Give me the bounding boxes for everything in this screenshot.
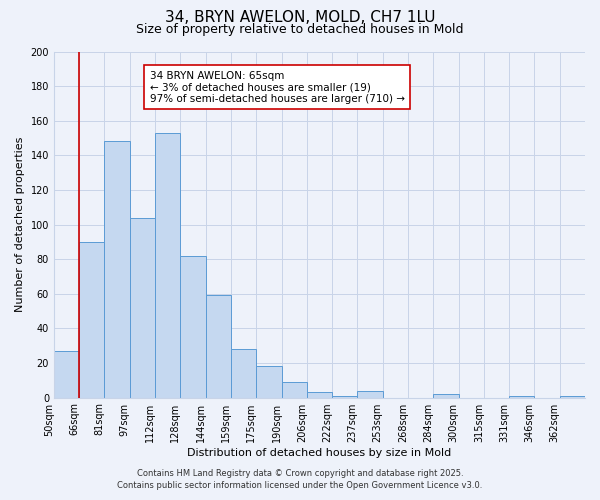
Bar	[307, 392, 332, 398]
Bar	[509, 396, 535, 398]
Bar	[256, 366, 281, 398]
Text: 34, BRYN AWELON, MOLD, CH7 1LU: 34, BRYN AWELON, MOLD, CH7 1LU	[165, 10, 435, 25]
Bar	[206, 296, 231, 398]
Text: Contains HM Land Registry data © Crown copyright and database right 2025.
Contai: Contains HM Land Registry data © Crown c…	[118, 468, 482, 490]
Bar	[54, 351, 79, 398]
Bar	[155, 133, 181, 398]
Y-axis label: Number of detached properties: Number of detached properties	[15, 137, 25, 312]
Bar	[104, 142, 130, 398]
Bar	[281, 382, 307, 398]
Bar	[181, 256, 206, 398]
Bar	[560, 396, 585, 398]
Bar	[358, 390, 383, 398]
X-axis label: Distribution of detached houses by size in Mold: Distribution of detached houses by size …	[187, 448, 452, 458]
Bar	[231, 349, 256, 398]
Text: 34 BRYN AWELON: 65sqm
← 3% of detached houses are smaller (19)
97% of semi-detac: 34 BRYN AWELON: 65sqm ← 3% of detached h…	[149, 70, 404, 104]
Bar	[433, 394, 458, 398]
Bar	[332, 396, 358, 398]
Bar	[130, 218, 155, 398]
Bar	[79, 242, 104, 398]
Text: Size of property relative to detached houses in Mold: Size of property relative to detached ho…	[136, 22, 464, 36]
